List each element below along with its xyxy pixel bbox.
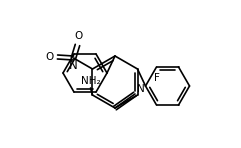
- Text: O: O: [45, 52, 54, 62]
- Text: O: O: [74, 31, 83, 41]
- Text: N: N: [69, 59, 78, 72]
- Text: NH₂: NH₂: [81, 76, 100, 86]
- Text: F: F: [154, 73, 160, 83]
- Text: N: N: [137, 84, 145, 94]
